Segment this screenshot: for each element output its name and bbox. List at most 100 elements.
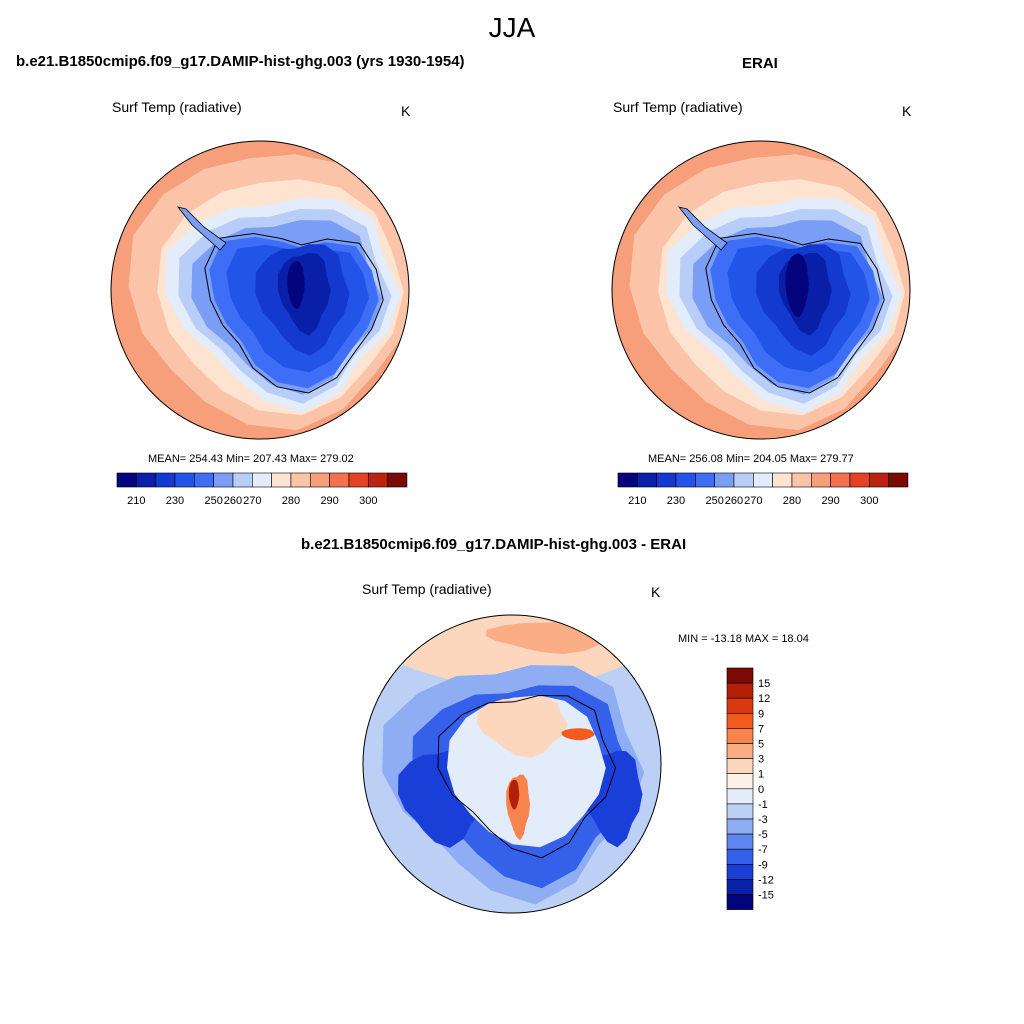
colorbar-tick-label: 230 (166, 495, 184, 507)
coldest-core (785, 253, 809, 318)
colorbar-swatch (714, 472, 735, 488)
colorbar-tick-label: 15 (758, 678, 770, 690)
colorbar-swatch (329, 472, 350, 488)
obs-variable-label: Surf Temp (radiative) (613, 99, 743, 115)
map-border (611, 140, 911, 440)
colorbar-swatch (637, 472, 657, 488)
colorbar-swatch (726, 667, 754, 684)
colorbar-tick-label: 270 (243, 495, 261, 507)
colorbar-swatch (290, 472, 311, 488)
model-polar-map (110, 140, 410, 440)
model-stats: MEAN= 254.43 Min= 207.43 Max= 279.02 (148, 453, 354, 465)
colorbar-tick-label: 280 (783, 495, 801, 507)
model-units-label: K (401, 103, 411, 119)
model-variable-label: Surf Temp (radiative) (112, 99, 242, 115)
colorbar-swatch (726, 743, 754, 759)
colorbar-swatch (811, 472, 831, 488)
warm-plateau-anomaly (477, 696, 568, 759)
colorbar-tick-label: 270 (744, 495, 762, 507)
colorbar-swatch (726, 697, 754, 714)
colorbar-tick-label: -9 (758, 859, 768, 871)
colorbar-swatch (617, 472, 638, 488)
colorbar-tick-label: 230 (667, 495, 685, 507)
diff-polar-map (362, 614, 662, 914)
colorbar-swatch (888, 472, 909, 488)
obs-stats: MEAN= 256.08 Min= 204.05 Max= 279.77 (648, 453, 854, 465)
colorbar-swatch (656, 472, 677, 488)
colorbar-swatch (726, 788, 754, 805)
colorbar-tick-label: -15 (758, 890, 774, 902)
diff-variable-label: Surf Temp (radiative) (362, 581, 492, 597)
colorbar-tick-label: 290 (821, 495, 839, 507)
map-border (110, 140, 410, 440)
colorbar-tick-label: 3 (758, 754, 764, 766)
colorbar-swatch (155, 472, 176, 488)
colorbar-swatch (271, 472, 292, 488)
colorbar-tick-label: -3 (758, 814, 768, 826)
colorbar-tick-label: 300 (860, 495, 878, 507)
colorbar-swatch (868, 472, 889, 488)
obs-colorbar: 210 230 250 260 270 280 290 300 (617, 472, 909, 507)
diff-panel-title: b.e21.B1850cmip6.f09_g17.DAMIP-hist-ghg.… (301, 536, 687, 553)
colorbar-swatch (310, 472, 330, 488)
colorbar-tick-label: 250 (705, 495, 723, 507)
colorbar-swatch (252, 472, 272, 488)
diff-units-label: K (651, 584, 661, 600)
diff-stats: MIN = -13.18 MAX = 18.04 (678, 633, 809, 645)
colorbar-swatch (174, 472, 195, 488)
colorbar-swatch (772, 472, 793, 488)
colorbar-swatch (116, 472, 137, 488)
colorbar-swatch (726, 833, 754, 850)
colorbar-swatch (136, 472, 156, 488)
colorbar-tick-label: 12 (758, 693, 770, 705)
obs-panel-title: ERAI (742, 55, 778, 72)
coldest-core (287, 261, 305, 310)
colorbar-tick-label: -12 (758, 874, 774, 886)
colorbar-swatch (213, 472, 234, 488)
colorbar-swatch (830, 472, 851, 488)
colorbar-swatch (675, 472, 696, 488)
model-colorbar: 210 230 250 260 270 280 290 300 (116, 472, 408, 507)
colorbar-swatch (726, 803, 754, 820)
colorbar-tick-label: 9 (758, 708, 764, 720)
colorbar-tick-label: 210 (628, 495, 646, 507)
colorbar-swatch (726, 773, 754, 790)
colorbar-swatch (695, 472, 715, 488)
colorbar-swatch (367, 472, 388, 488)
obs-polar-map (611, 140, 911, 440)
colorbar-swatch (726, 894, 754, 910)
colorbar-swatch (232, 472, 253, 488)
colorbar-tick-label: 260 (224, 495, 242, 507)
colorbar-tick-label: 210 (127, 495, 145, 507)
colorbar-swatch (387, 472, 408, 488)
colorbar-tick-label: 280 (282, 495, 300, 507)
colorbar-swatch (733, 472, 754, 488)
colorbar-tick-label: 7 (758, 723, 764, 735)
antarctica-coastline (705, 232, 885, 394)
colorbar-swatch (849, 472, 870, 488)
model-panel-title: b.e21.B1850cmip6.f09_g17.DAMIP-hist-ghg.… (16, 53, 465, 70)
colorbar-swatch (194, 472, 214, 488)
colorbar-swatch (791, 472, 812, 488)
colorbar-swatch (726, 712, 754, 729)
colorbar-tick-label: -7 (758, 844, 768, 856)
colorbar-tick-label: 0 (758, 784, 764, 796)
colorbar-tick-label: 250 (204, 495, 222, 507)
colorbar-tick-label: 290 (320, 495, 338, 507)
colorbar-tick-label: -5 (758, 829, 768, 841)
diff-colorbar: 15 12 9 7 5 3 1 0 -1 -3 -5 -7 -9 -12 -15 (726, 667, 774, 910)
colorbar-tick-label: 300 (359, 495, 377, 507)
colorbar-tick-label: 5 (758, 739, 764, 751)
colorbar-tick-label: -1 (758, 799, 768, 811)
colorbar-swatch (726, 682, 754, 699)
colorbar-swatch (726, 758, 754, 774)
east-warm-spot (561, 728, 595, 741)
map-border (362, 614, 662, 914)
colorbar-tick-label: 1 (758, 769, 764, 781)
colorbar-swatch (726, 728, 754, 744)
antarctica-coastline (437, 694, 617, 859)
colorbar-swatch (348, 472, 369, 488)
antarctica-coastline (204, 232, 384, 394)
antarctic-peninsula (677, 206, 728, 251)
colorbar-swatch (726, 848, 754, 865)
